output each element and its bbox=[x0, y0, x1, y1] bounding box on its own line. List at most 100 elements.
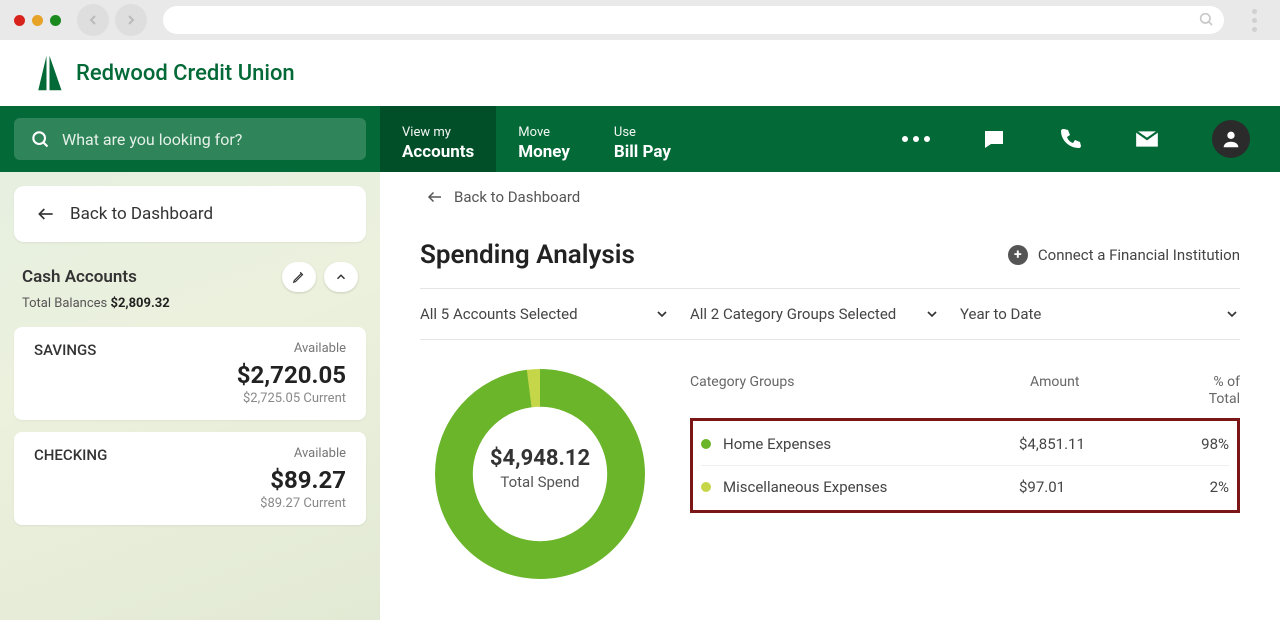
donut-total-value: $4,948.12 bbox=[420, 446, 660, 471]
browser-menu-icon[interactable] bbox=[1242, 9, 1266, 32]
filters: All 5 Accounts Selected All 2 Category G… bbox=[420, 288, 1240, 340]
nav-small: Use bbox=[614, 125, 671, 142]
edit-button[interactable] bbox=[282, 262, 316, 292]
main-content: Back to Dashboard Spending Analysis + Co… bbox=[380, 172, 1280, 620]
cash-accounts-header: Cash Accounts Total Balances $2,809.32 bbox=[14, 256, 366, 315]
nav-big: Money bbox=[518, 141, 570, 163]
close-window-icon[interactable] bbox=[14, 15, 25, 26]
row-label: Miscellaneous Expenses bbox=[723, 478, 887, 496]
color-dot bbox=[701, 482, 711, 492]
account-card-savings[interactable]: SAVINGS Available $2,720.05 $2,725.05 Cu… bbox=[14, 327, 366, 420]
search-placeholder: What are you looking for? bbox=[62, 130, 242, 149]
arrow-left-icon bbox=[36, 204, 56, 224]
analysis-area: $4,948.12 Total Spend Category Groups Am… bbox=[420, 364, 1240, 584]
available-label: Available bbox=[294, 446, 346, 464]
page-title: Spending Analysis bbox=[420, 240, 635, 270]
title-row: Spending Analysis + Connect a Financial … bbox=[420, 240, 1240, 270]
account-sub: $89.27 Current bbox=[34, 496, 346, 511]
connect-institution-button[interactable]: + Connect a Financial Institution bbox=[1008, 245, 1240, 265]
brand-name: Redwood Credit Union bbox=[76, 61, 295, 86]
row-amount: $4,851.11 bbox=[1019, 435, 1159, 453]
collapse-button[interactable] bbox=[324, 262, 358, 292]
connect-label: Connect a Financial Institution bbox=[1038, 246, 1240, 264]
chevron-down-icon bbox=[1224, 306, 1240, 322]
color-dot bbox=[701, 439, 711, 449]
search-icon bbox=[30, 129, 50, 149]
breadcrumb-label: Back to Dashboard bbox=[454, 188, 580, 206]
minimize-window-icon[interactable] bbox=[32, 15, 43, 26]
account-amount: $89.27 bbox=[34, 466, 346, 494]
more-icon[interactable] bbox=[902, 136, 930, 142]
nav-search-wrap: What are you looking for? bbox=[0, 106, 380, 172]
search-input[interactable]: What are you looking for? bbox=[14, 118, 366, 160]
back-button[interactable] bbox=[77, 4, 109, 36]
nav-billpay[interactable]: Use Bill Pay bbox=[592, 106, 693, 172]
cash-accounts-title: Cash Accounts bbox=[22, 267, 137, 287]
balances-label: Total Balances bbox=[22, 296, 107, 311]
person-icon bbox=[1220, 128, 1242, 150]
donut-chart: $4,948.12 Total Spend bbox=[420, 364, 660, 584]
table-row[interactable]: Miscellaneous Expenses $97.01 2% bbox=[701, 465, 1229, 508]
phone-icon[interactable] bbox=[1058, 127, 1082, 151]
nav-accounts[interactable]: View my Accounts bbox=[380, 106, 496, 172]
account-name: SAVINGS bbox=[34, 341, 96, 359]
arrow-left-icon bbox=[426, 188, 444, 206]
chat-icon[interactable] bbox=[982, 127, 1006, 151]
filter-label: Year to Date bbox=[960, 305, 1041, 323]
browser-nav bbox=[77, 4, 147, 36]
filter-period[interactable]: Year to Date bbox=[960, 289, 1240, 339]
nav-big: Accounts bbox=[402, 141, 474, 163]
nav-small: Move bbox=[518, 125, 570, 142]
search-icon bbox=[1198, 11, 1214, 27]
row-pct: 2% bbox=[1159, 478, 1229, 496]
row-pct: 98% bbox=[1159, 435, 1229, 453]
table-header: Category Groups Amount % of Total bbox=[690, 364, 1240, 418]
primary-nav: What are you looking for? View my Accoun… bbox=[0, 106, 1280, 172]
browser-chrome bbox=[0, 0, 1280, 40]
filter-label: All 2 Category Groups Selected bbox=[690, 305, 896, 323]
donut-total-label: Total Spend bbox=[420, 473, 660, 491]
nav-items: View my Accounts Move Money Use Bill Pay bbox=[380, 106, 693, 172]
sidebar-back-label: Back to Dashboard bbox=[70, 204, 213, 224]
sidebar-back-card[interactable]: Back to Dashboard bbox=[14, 186, 366, 242]
tree-logo-icon bbox=[36, 51, 66, 95]
nav-big: Bill Pay bbox=[614, 141, 671, 163]
th-pct: % of Total bbox=[1170, 374, 1240, 408]
logo-bar: Redwood Credit Union bbox=[0, 40, 1280, 106]
account-sub: $2,725.05 Current bbox=[34, 391, 346, 406]
plus-circle-icon: + bbox=[1008, 245, 1028, 265]
row-label: Home Expenses bbox=[723, 435, 831, 453]
donut-center: $4,948.12 Total Spend bbox=[420, 446, 660, 491]
filter-accounts[interactable]: All 5 Accounts Selected bbox=[420, 289, 690, 339]
chevron-down-icon bbox=[654, 306, 670, 322]
mail-icon[interactable] bbox=[1134, 126, 1160, 152]
pencil-icon bbox=[292, 270, 306, 284]
window-controls bbox=[14, 15, 61, 26]
filter-categories[interactable]: All 2 Category Groups Selected bbox=[690, 289, 960, 339]
chevron-down-icon bbox=[924, 306, 940, 322]
row-amount: $97.01 bbox=[1019, 478, 1159, 496]
th-amount: Amount bbox=[1030, 374, 1170, 408]
nav-small: View my bbox=[402, 125, 474, 142]
available-label: Available bbox=[294, 341, 346, 359]
profile-avatar[interactable] bbox=[1212, 120, 1250, 158]
balances-value: $2,809.32 bbox=[110, 296, 169, 311]
body: Back to Dashboard Cash Accounts Total Ba… bbox=[0, 172, 1280, 620]
highlighted-rows: Home Expenses $4,851.11 98% Miscellaneou… bbox=[690, 418, 1240, 513]
forward-button[interactable] bbox=[115, 4, 147, 36]
url-bar[interactable] bbox=[163, 6, 1224, 34]
balances-sub: Total Balances $2,809.32 bbox=[22, 296, 358, 311]
account-card-checking[interactable]: CHECKING Available $89.27 $89.27 Current bbox=[14, 432, 366, 525]
account-amount: $2,720.05 bbox=[34, 361, 346, 389]
sidebar: Back to Dashboard Cash Accounts Total Ba… bbox=[0, 172, 380, 620]
nav-icons bbox=[902, 106, 1280, 172]
chevron-up-icon bbox=[334, 270, 348, 284]
maximize-window-icon[interactable] bbox=[50, 15, 61, 26]
brand-logo[interactable]: Redwood Credit Union bbox=[36, 51, 295, 95]
filter-label: All 5 Accounts Selected bbox=[420, 305, 578, 323]
category-table: Category Groups Amount % of Total Home E… bbox=[690, 364, 1240, 584]
account-name: CHECKING bbox=[34, 446, 107, 464]
table-row[interactable]: Home Expenses $4,851.11 98% bbox=[701, 423, 1229, 465]
nav-money[interactable]: Move Money bbox=[496, 106, 592, 172]
breadcrumb-back[interactable]: Back to Dashboard bbox=[426, 188, 1240, 206]
